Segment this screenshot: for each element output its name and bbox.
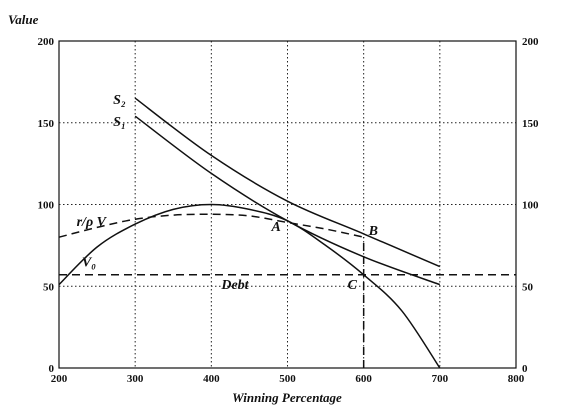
x-tick-label: 500: [279, 373, 296, 385]
x-axis-title: Winning Percentage: [232, 390, 342, 405]
x-tick-label: 600: [355, 373, 372, 385]
s1-label: S₁: [113, 115, 126, 130]
y-tick-label-left: 100: [38, 200, 55, 212]
y-tick-label-right: 200: [522, 36, 539, 48]
annotation-a: A: [271, 220, 281, 235]
x-tick-label: 300: [127, 373, 144, 385]
y-axis-title: Value: [8, 12, 39, 27]
y-tick-label-right: 50: [522, 281, 534, 293]
y-tick-label-left: 0: [49, 363, 55, 375]
y-tick-label-right: 0: [522, 363, 528, 375]
plot-frame: [58, 40, 517, 369]
v0-curve: [58, 203, 441, 369]
x-tick-label: 400: [203, 373, 220, 385]
debt-label: Debt: [220, 278, 249, 293]
v0-label: V₀: [82, 256, 96, 271]
s2-curve: [134, 97, 441, 268]
r-rho-v-label: r/ρ V: [77, 215, 108, 230]
y-tick-label-left: 150: [38, 118, 55, 130]
x-tick-label: 800: [508, 373, 525, 385]
y-tick-label-right: 150: [522, 118, 539, 130]
y-tick-label-left: 200: [38, 36, 55, 48]
x-tick-label: 200: [51, 373, 68, 385]
y-tick-label-left: 50: [43, 281, 55, 293]
annotation-c: C: [348, 278, 358, 293]
y-tick-label-right: 100: [522, 200, 539, 212]
s2-label: S₂: [113, 93, 126, 108]
annotation-b: B: [368, 224, 378, 239]
x-tick-label: 700: [432, 373, 449, 385]
